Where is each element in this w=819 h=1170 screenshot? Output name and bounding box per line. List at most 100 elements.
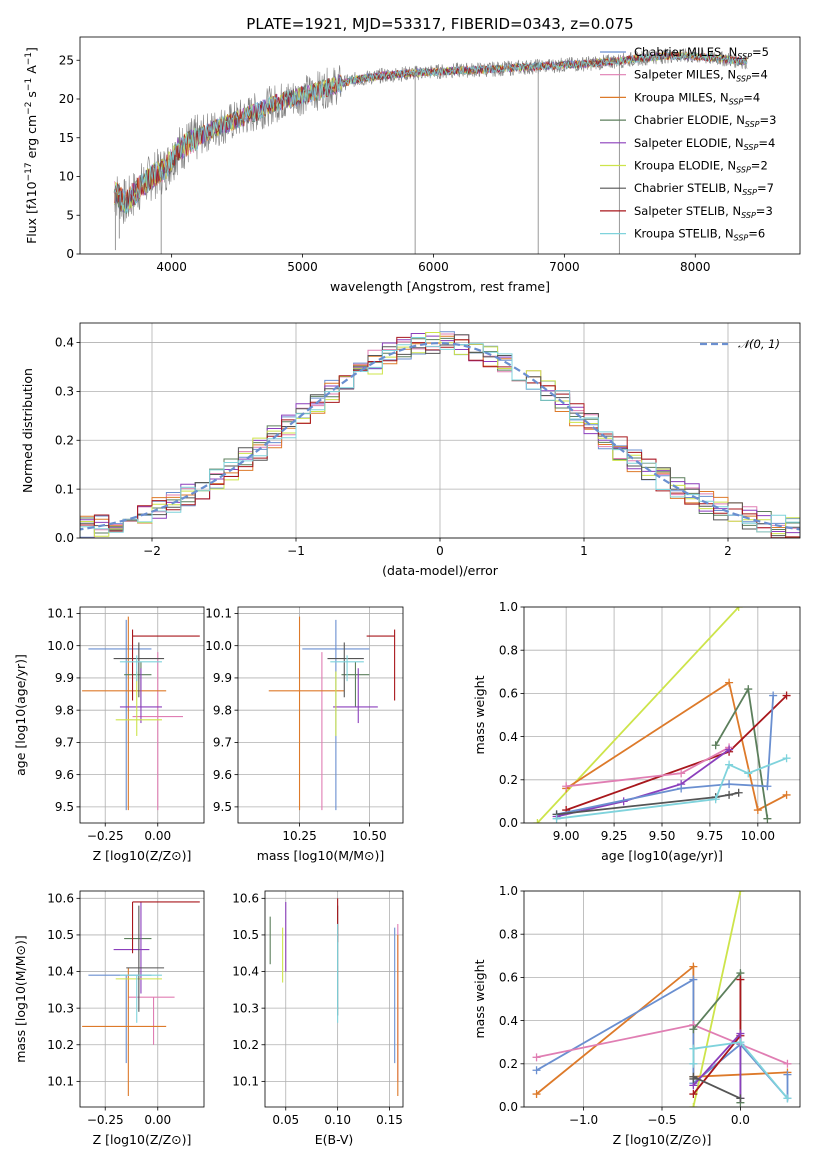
series-marker <box>689 975 698 984</box>
y-tick-label: 0.3 <box>55 385 74 399</box>
y-tick-label: 20 <box>59 92 74 106</box>
plot-area <box>113 48 748 254</box>
series-marker <box>725 790 734 799</box>
y-tick-label: 0.2 <box>499 1057 518 1071</box>
errorbar-point-kroupa-miles <box>82 616 167 811</box>
spectrum-model-line-kroupa-stelib <box>114 51 748 214</box>
y-tick-label: 9.8 <box>55 703 74 717</box>
x-tick-label: 6000 <box>418 260 449 274</box>
legend-item: Chabrier MILES, NSSP=5 <box>600 45 769 61</box>
y-tick-label: 0.0 <box>55 531 74 545</box>
x-tick-label: 9.75 <box>697 829 724 843</box>
x-axis-label: wavelength [Angstrom, rest frame] <box>330 279 550 294</box>
errorbar-point-kroupa-elodie <box>115 671 162 736</box>
y-tick-label: 9.6 <box>213 768 232 782</box>
y-tick-label: 10.4 <box>47 965 74 979</box>
errorbar-point-chabrier-stelib <box>113 642 165 698</box>
x-tick-label: 4000 <box>156 260 187 274</box>
y-axis-label-part: A <box>24 65 39 78</box>
errorbar-point-chabrier-stelib <box>126 905 165 1012</box>
series-chabrier-elodie <box>711 685 772 823</box>
x-tick-label: 0.00 <box>144 1113 171 1127</box>
y-tick-label: 9.6 <box>55 768 74 782</box>
y-tick-label: 0.8 <box>499 643 518 657</box>
y-tick-label: 1.0 <box>499 884 518 898</box>
errorbar-point-kroupa-miles <box>82 967 167 1097</box>
x-axis-label: Z [log10(Z/Z⊙)] <box>93 1132 192 1147</box>
y-tick-label: 9.7 <box>213 736 232 750</box>
y-tick-label: 10.3 <box>232 1001 259 1015</box>
gridlines <box>80 891 204 1107</box>
y-axis-label-part: s <box>24 91 39 102</box>
mass-weight-vs-metallicity-panel: −1.0 −0.5 0.0 0.0 0.2 0.4 0.6 0.8 1.0 Z [log10(Z/… <box>472 884 801 1147</box>
x-tick-label: 0.05 <box>272 1113 299 1127</box>
y-axis-label: Flux [fλ10−17 erg cm−2 s−1 A−1] <box>24 47 39 244</box>
y-tick-label: 9.9 <box>55 671 74 685</box>
residual-histogram-panel: −2 −1 0 1 2 0.0 0.1 0.2 0.3 0.4 (data-model)/error… <box>20 322 801 578</box>
y-tick-label: 0.0 <box>499 816 518 830</box>
x-axis-label: (data-model)/error <box>382 563 499 578</box>
errorbar-point-kroupa-stelib <box>119 974 162 1023</box>
legend-label: Chabrier MILES, NSSP=5 <box>634 45 769 61</box>
y-tick-label: 0.6 <box>499 971 518 985</box>
legend-label: Salpeter ELODIE, NSSP=4 <box>634 136 775 152</box>
series-marker <box>782 754 791 763</box>
age-vs-mass-panel: 10.25 10.50 9.5 9.6 9.7 9.8 9.9 10.0 10.1 mass [l… <box>205 606 404 863</box>
series-line <box>692 1041 789 1099</box>
y-tick-label: 1.0 <box>499 600 518 614</box>
legend-label: Kroupa STELIB, NSSP=6 <box>634 227 765 243</box>
series-marker <box>736 1029 745 1038</box>
y-axis-label: Normed distribution <box>20 368 35 493</box>
y-tick-label: 9.9 <box>213 671 232 685</box>
plot-area <box>268 616 396 811</box>
x-axis-label: Z [log10(Z/Z⊙)] <box>93 848 192 863</box>
errorbar-point-salpeter-elodie <box>333 668 378 724</box>
legend-item: Salpeter STELIB, NSSP=3 <box>600 204 773 220</box>
y-tick-label: 0.4 <box>55 336 74 350</box>
series-chabrier-stelib <box>689 1072 745 1103</box>
y-tick-label: 0.8 <box>499 927 518 941</box>
series-marker <box>783 1070 792 1079</box>
series-chabrier-stelib <box>552 788 743 819</box>
axes-frame <box>79 606 205 824</box>
errorbar-point-kroupa-stelib <box>119 655 162 682</box>
y-axis-label-part: −1 <box>24 52 34 65</box>
mass-weight-vs-age-panel: 9.00 9.25 9.50 9.75 10.00 0.0 0.2 0.4 0.6 0.8 1.0 a… <box>472 600 801 863</box>
plot-area <box>82 616 200 811</box>
errorbar-point-salpeter-stelib <box>366 629 396 701</box>
y-tick-label: 10.1 <box>232 1075 259 1089</box>
series-marker <box>763 782 772 791</box>
y-axis-label-part: erg cm <box>24 115 39 163</box>
x-tick-label: 10.00 <box>741 829 775 843</box>
y-tick-label: 10.1 <box>47 607 74 621</box>
y-tick-label: 9.5 <box>55 800 74 814</box>
series-line <box>556 748 730 818</box>
series-marker <box>725 678 734 687</box>
y-tick-label: 0.2 <box>55 433 74 447</box>
y-axis-label: mass weight <box>472 675 487 754</box>
series-marker <box>725 760 734 769</box>
y-axis-label-part: −2 <box>24 102 34 115</box>
series-marker <box>689 1090 698 1099</box>
series-marker <box>769 691 778 700</box>
y-axis-label-part: ] <box>24 47 39 52</box>
x-tick-label: 7000 <box>549 260 580 274</box>
errorbar-point-chabrier-stelib <box>327 642 364 698</box>
series-marker <box>689 1072 698 1081</box>
errorbar-point-chabrier-miles <box>88 619 152 811</box>
y-tick-label: 10.0 <box>205 639 232 653</box>
series-marker <box>783 1094 792 1103</box>
y-axis-label: mass weight <box>472 959 487 1038</box>
series-marker <box>689 1025 698 1034</box>
plot-area <box>269 898 399 1097</box>
y-axis-label: age [log10(age/yr)] <box>13 654 28 776</box>
series-marker <box>783 1059 792 1068</box>
series-line <box>692 970 742 1103</box>
axes-frame <box>79 322 801 539</box>
errorbar-point-chabrier-miles <box>88 974 152 1064</box>
legend-label: Kroupa ELODIE, NSSP=2 <box>634 159 768 175</box>
x-tick-label: 1 <box>580 544 588 558</box>
legend-item: Chabrier STELIB, NSSP=7 <box>600 181 774 197</box>
x-tick-label: 2 <box>724 544 732 558</box>
plot-area <box>80 331 800 538</box>
